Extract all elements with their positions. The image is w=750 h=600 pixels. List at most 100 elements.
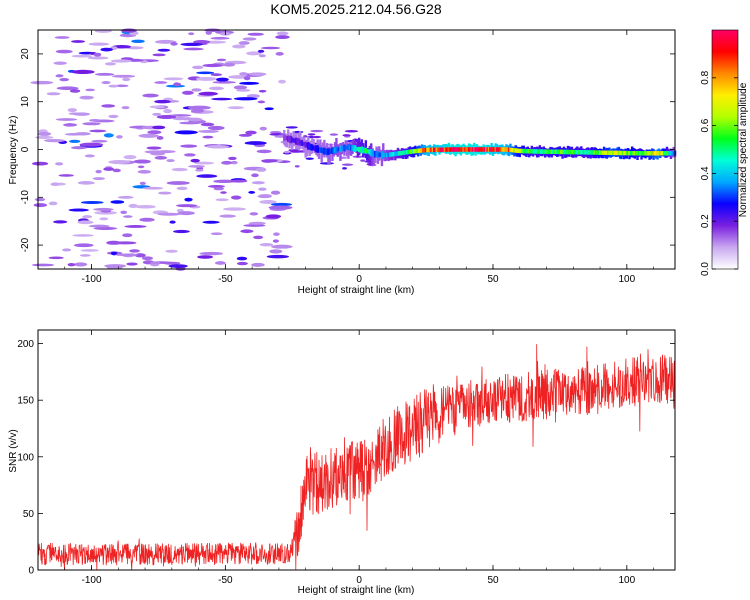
signal-core xyxy=(390,152,393,157)
signal-core xyxy=(410,149,413,154)
noise-speckle xyxy=(84,154,95,158)
spectrogram-x-ticks: -100 -50 0 50 100 xyxy=(37,30,654,285)
signal-core xyxy=(474,147,477,152)
signal-core xyxy=(657,151,661,156)
noise-speckle xyxy=(173,229,190,234)
noise-speckle xyxy=(108,114,119,119)
signal-core xyxy=(510,147,513,153)
signal-core xyxy=(618,150,622,156)
signal-core xyxy=(418,148,421,153)
noise-speckle xyxy=(257,100,266,104)
noise-speckle xyxy=(88,42,110,46)
noise-speckle xyxy=(123,215,133,218)
noise-speckle xyxy=(117,195,134,199)
signal-core xyxy=(602,150,606,155)
signal-core xyxy=(439,147,443,152)
signal-core xyxy=(482,147,485,152)
noise-speckle xyxy=(246,94,260,99)
signal-core xyxy=(552,149,555,154)
signal-core xyxy=(351,144,354,152)
spectrogram-x-axis-label: Height of straight line (km) xyxy=(298,285,415,296)
spectrogram-y-tick-label: -10 xyxy=(20,190,31,205)
signal-core xyxy=(443,147,447,152)
signal-core xyxy=(601,150,604,155)
noise-speckle xyxy=(154,99,171,104)
signal-core xyxy=(569,149,572,155)
noise-speckle xyxy=(108,84,119,88)
signal-core xyxy=(304,141,307,148)
colorbar-tick-label: 0.0 xyxy=(700,262,711,276)
noise-speckle xyxy=(54,36,70,39)
spectrogram-x-tick-label: -50 xyxy=(218,274,233,285)
signal-core xyxy=(573,149,576,155)
noise-speckle xyxy=(180,117,194,121)
noise-speckle xyxy=(116,135,123,139)
snr-y-tick-label: 100 xyxy=(17,452,34,463)
signal-core xyxy=(296,138,299,145)
signal-core xyxy=(617,150,620,156)
noise-speckle xyxy=(73,243,94,248)
noise-speckle xyxy=(205,30,212,35)
signal-core xyxy=(461,147,464,152)
signal-halo xyxy=(299,131,302,149)
noise-speckle xyxy=(67,262,76,267)
noise-speckle xyxy=(73,112,91,116)
signal-core xyxy=(541,149,544,154)
signal-core xyxy=(426,147,429,153)
noise-speckle xyxy=(195,76,217,81)
signal-core xyxy=(605,150,608,155)
signal-core xyxy=(489,147,492,152)
noise-speckle xyxy=(80,200,104,204)
signal-core xyxy=(312,145,315,150)
signal-core xyxy=(633,151,637,156)
noise-speckle xyxy=(94,211,118,215)
snr-x-ticks: -100 -50 0 50 100 xyxy=(37,330,654,586)
signal-core xyxy=(288,135,291,143)
signal-core xyxy=(537,149,540,154)
noise-speckle xyxy=(221,160,233,165)
signal-core xyxy=(388,152,392,157)
signal-core xyxy=(640,151,643,156)
noise-speckle xyxy=(270,202,293,207)
noise-speckle xyxy=(196,71,215,75)
signal-core xyxy=(604,150,607,155)
noise-speckle xyxy=(48,256,64,260)
signal-core xyxy=(452,147,456,152)
signal-core xyxy=(518,148,521,154)
signal-core xyxy=(626,150,630,156)
noise-speckle xyxy=(150,152,166,156)
signal-core xyxy=(506,147,509,152)
signal-core xyxy=(295,137,298,145)
signal-core xyxy=(432,147,436,153)
signal-halo xyxy=(372,150,376,165)
noise-speckle xyxy=(46,92,61,96)
signal-core xyxy=(447,147,451,152)
noise-speckle xyxy=(147,130,162,135)
signal-core xyxy=(363,148,366,153)
signal-halo xyxy=(360,139,364,153)
noise-speckle xyxy=(248,72,267,77)
signal-core xyxy=(442,147,445,152)
signal-halo xyxy=(352,138,356,150)
noise-speckle xyxy=(319,162,334,165)
noise-speckle xyxy=(276,31,289,36)
signal-core xyxy=(356,147,360,152)
snr-y-axis-label: SNR (v/v) xyxy=(8,429,19,472)
signal-core xyxy=(566,149,570,155)
noise-speckle xyxy=(196,174,218,178)
signal-core xyxy=(501,147,504,152)
noise-speckle xyxy=(135,204,156,209)
noise-speckle xyxy=(192,65,204,70)
noise-speckle xyxy=(103,167,115,171)
noise-speckle xyxy=(261,46,281,50)
signal-halo xyxy=(371,148,374,165)
signal-core xyxy=(514,148,517,153)
signal-core xyxy=(408,149,412,154)
noise-speckle xyxy=(80,249,99,252)
signal-core xyxy=(565,149,568,155)
noise-speckle xyxy=(166,159,175,162)
noise-speckle xyxy=(92,177,106,181)
signal-core xyxy=(568,149,571,155)
noise-speckle xyxy=(294,165,300,168)
noise-speckle xyxy=(79,254,91,257)
